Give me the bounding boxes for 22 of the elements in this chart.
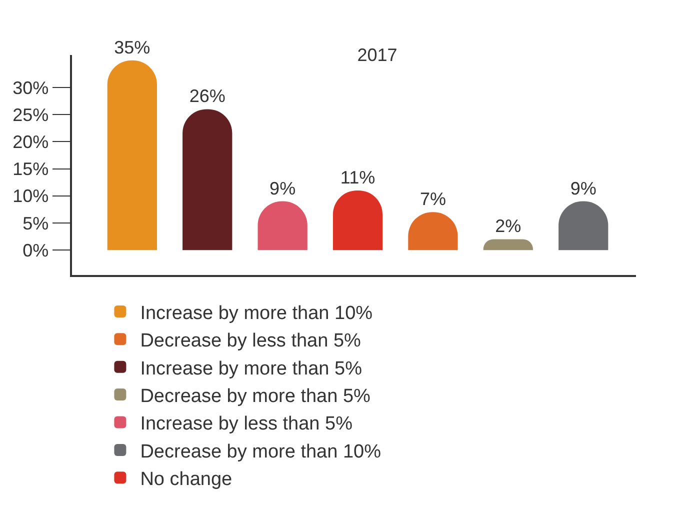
data-label: 9% [570,178,596,198]
legend-label: Increase by more than 10% [140,302,373,324]
data-label: 26% [189,86,226,106]
legend-label: Decrease by less than 5% [140,330,362,352]
data-label: 35% [114,37,150,58]
y-tick-label: 10% [12,186,49,206]
y-tick-label: 25% [12,104,49,125]
data-label: 11% [340,167,376,188]
legend-label: Increase by less than 5% [140,414,353,435]
data-label: 7% [420,189,446,210]
chart-title: 2017 [357,44,398,65]
y-tick-label: 15% [12,159,49,180]
data-label: 2% [495,216,522,236]
y-tick-label: 0% [22,240,49,260]
legend-label: Decrease by more than 10% [140,441,382,462]
legend-label: Increase by more than 5% [140,358,362,380]
y-tick-label: 20% [12,132,49,152]
legend-label: No change [140,469,232,490]
y-tick-label: 30% [12,78,49,98]
legend-label: Decrease by more than 5% [140,386,371,407]
data-label: 9% [270,178,296,198]
y-tick-label: 5% [22,213,49,234]
